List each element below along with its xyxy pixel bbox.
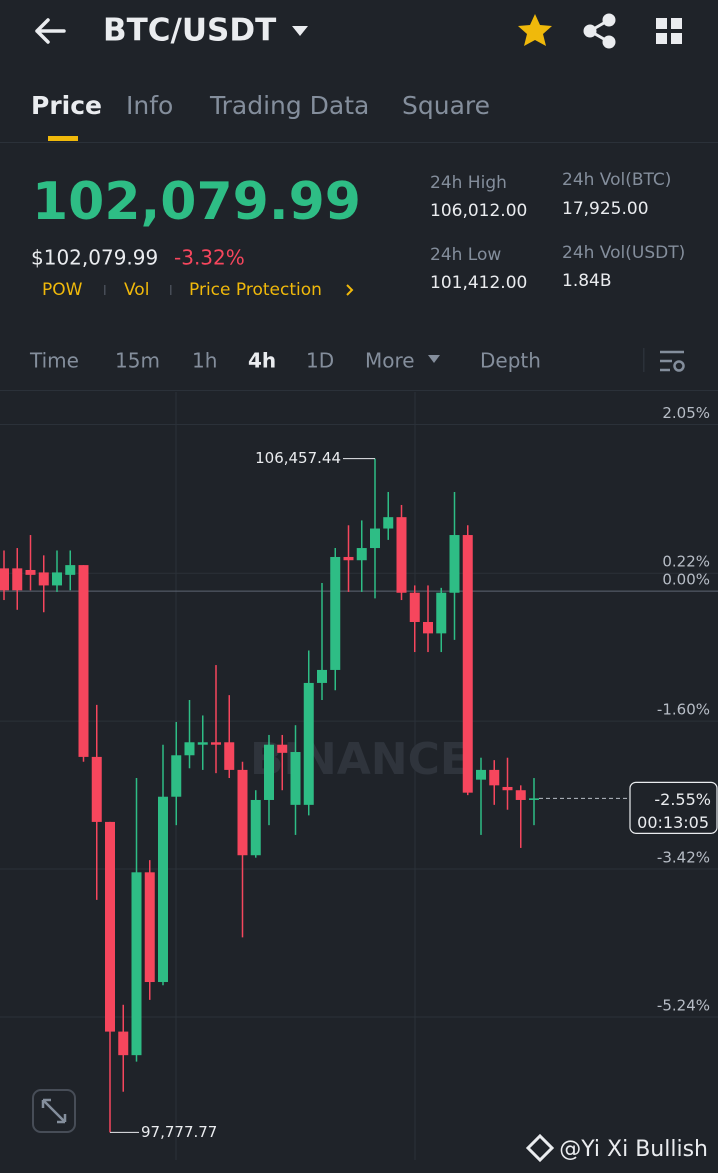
candle-body	[237, 769, 248, 856]
price-change: -3.32%	[174, 246, 245, 270]
divider	[0, 390, 718, 391]
candle-body	[290, 752, 301, 805]
interval[interactable]: Depth	[480, 349, 541, 373]
countdown: 00:13:05	[637, 813, 709, 832]
current-price-box	[629, 781, 718, 834]
candle-body	[197, 742, 208, 745]
pair-dropdown[interactable]	[292, 26, 308, 36]
tag[interactable]: POW	[42, 280, 83, 300]
interval-active[interactable]: 4h	[248, 349, 276, 373]
more-dropdown	[428, 355, 440, 363]
y-tick-label: -5.24%	[657, 996, 710, 1014]
fullscreen-button[interactable]	[32, 1089, 76, 1133]
tag[interactable]: Vol	[124, 280, 149, 300]
tab[interactable]: Square	[402, 91, 490, 120]
y-tick-label: 0.00%	[662, 571, 710, 589]
candle-body	[476, 769, 486, 780]
candle-body	[0, 568, 9, 591]
interval[interactable]: Time	[29, 349, 79, 373]
interval[interactable]: 1h	[192, 349, 217, 373]
tag-separator	[104, 285, 106, 295]
candle-body	[436, 592, 447, 634]
divider	[0, 142, 718, 143]
chart-watermark: BINANCE	[250, 734, 470, 785]
candle-body	[38, 572, 49, 586]
tab-indicator	[48, 136, 78, 141]
candle-body	[462, 535, 473, 793]
watermark-logo	[525, 1133, 555, 1163]
candle-body	[158, 796, 168, 983]
candle-body	[211, 742, 221, 745]
stat-value: 17,925.00	[562, 199, 649, 219]
candle-body	[184, 742, 195, 756]
candle-body	[52, 572, 62, 586]
stat-label: 24h High	[430, 173, 507, 193]
candle-body	[144, 872, 155, 983]
candle-body	[264, 744, 274, 800]
favorite-star[interactable]	[518, 14, 552, 46]
candle-body	[356, 548, 367, 561]
candle-body	[343, 556, 354, 561]
candle-body	[118, 1031, 129, 1056]
tab[interactable]: Price	[31, 91, 102, 120]
last-price: 102,079.99	[32, 172, 361, 232]
y-tick-label: 2.05%	[662, 404, 710, 422]
chart-settings[interactable]	[660, 350, 685, 372]
candle-body	[449, 535, 460, 593]
candle-body	[277, 744, 288, 753]
max-label: 106,457.44	[255, 449, 341, 467]
candle-body	[383, 517, 394, 529]
min-label: 97,777.77	[141, 1123, 217, 1141]
candle-body	[396, 517, 407, 593]
interval[interactable]: More	[365, 349, 415, 373]
candle-body	[105, 821, 115, 1032]
candle-body	[515, 790, 526, 800]
candle-body	[171, 755, 182, 797]
candle-body	[489, 769, 500, 786]
candle-body	[529, 798, 539, 800]
tab[interactable]: Trading Data	[209, 91, 369, 120]
tag-separator	[170, 285, 172, 295]
candle-body	[78, 565, 89, 757]
stat-label: 24h Vol(USDT)	[562, 243, 685, 263]
candle-body	[91, 756, 102, 822]
grid-menu[interactable]	[656, 18, 682, 44]
stat-value: 101,412.00	[430, 273, 527, 293]
candle-body	[25, 569, 36, 575]
footer-watermark: @Yi Xi Bullish	[559, 1137, 708, 1162]
stat-label: 24h Low	[430, 245, 501, 265]
y-tick-label: -1.60%	[657, 701, 710, 719]
candle-body	[224, 742, 235, 770]
back-button[interactable]	[35, 18, 66, 44]
candle-body	[250, 799, 261, 856]
stat-value: 106,012.00	[430, 201, 527, 221]
current-price-label: -2.55%	[654, 790, 711, 809]
candle-body	[12, 568, 23, 591]
candle-body	[423, 621, 433, 634]
candle-body	[409, 592, 420, 622]
y-tick-label: -3.42%	[657, 849, 710, 867]
fiat-price: $102,079.99	[31, 246, 158, 270]
candle-body	[330, 556, 341, 670]
divider	[643, 348, 645, 372]
y-tick-label: 0.22%	[662, 553, 710, 571]
candlestick-chart: 2.05% 0.22%0.00% -1.60% -3.42% -5.24% 106,457…	[0, 404, 718, 1141]
pair-title[interactable]: BTC/USDT	[103, 13, 276, 49]
stat-label: 24h Vol(BTC)	[562, 170, 671, 190]
candle-body	[502, 786, 513, 791]
candle-body	[370, 528, 380, 549]
tab[interactable]: Info	[126, 91, 173, 120]
candle-body	[303, 682, 314, 805]
share-button[interactable]	[583, 13, 616, 49]
candle-body	[131, 872, 142, 1056]
interval[interactable]: 1D	[306, 349, 334, 373]
tag[interactable]: Price Protection	[189, 280, 322, 300]
candle-body	[317, 669, 327, 683]
interval[interactable]: 15m	[115, 349, 160, 373]
stat-value: 1.84B	[562, 271, 612, 291]
tag-chevron	[346, 284, 354, 296]
candle-body	[65, 565, 76, 575]
